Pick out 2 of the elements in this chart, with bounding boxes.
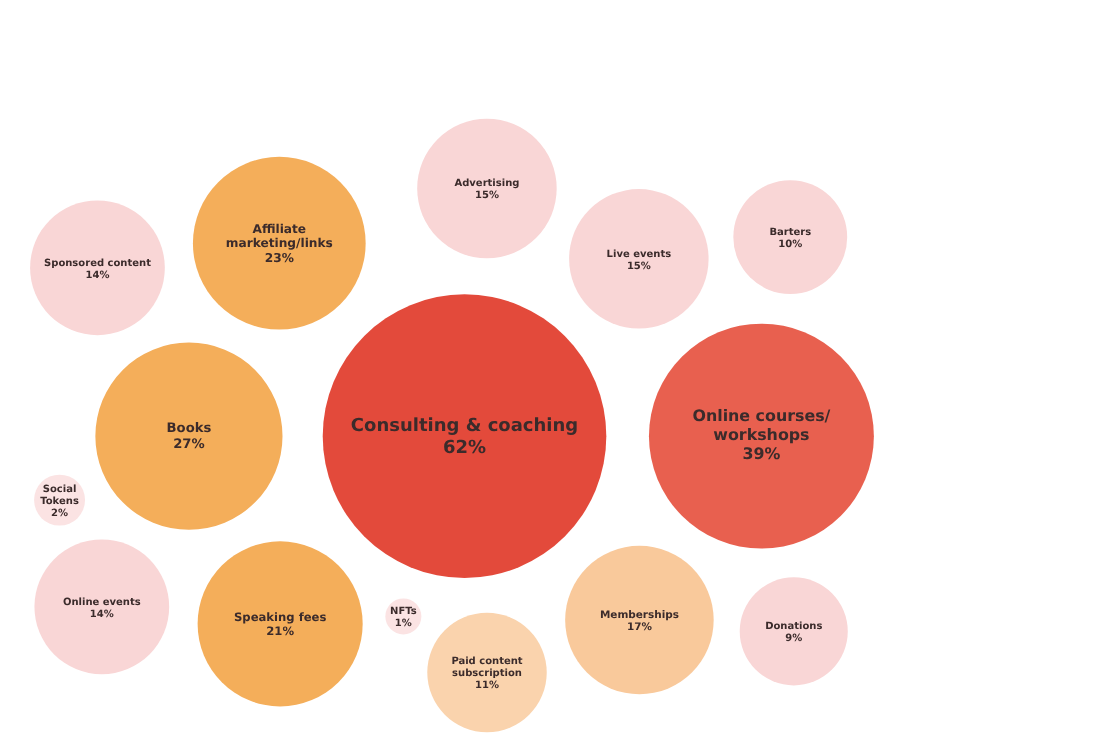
data-label: 62% — [442, 438, 487, 459]
category-label: Consulting & coaching — [350, 417, 579, 438]
